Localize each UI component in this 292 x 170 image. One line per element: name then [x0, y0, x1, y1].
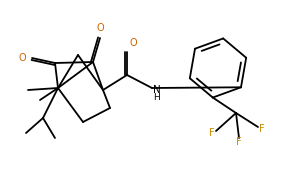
Text: F: F	[259, 124, 265, 134]
Text: N: N	[153, 85, 161, 95]
Text: O: O	[129, 38, 137, 48]
Text: O: O	[18, 53, 26, 63]
Text: O: O	[96, 23, 104, 33]
Text: F: F	[209, 128, 215, 138]
Text: H: H	[153, 92, 160, 101]
Text: F: F	[236, 137, 242, 147]
